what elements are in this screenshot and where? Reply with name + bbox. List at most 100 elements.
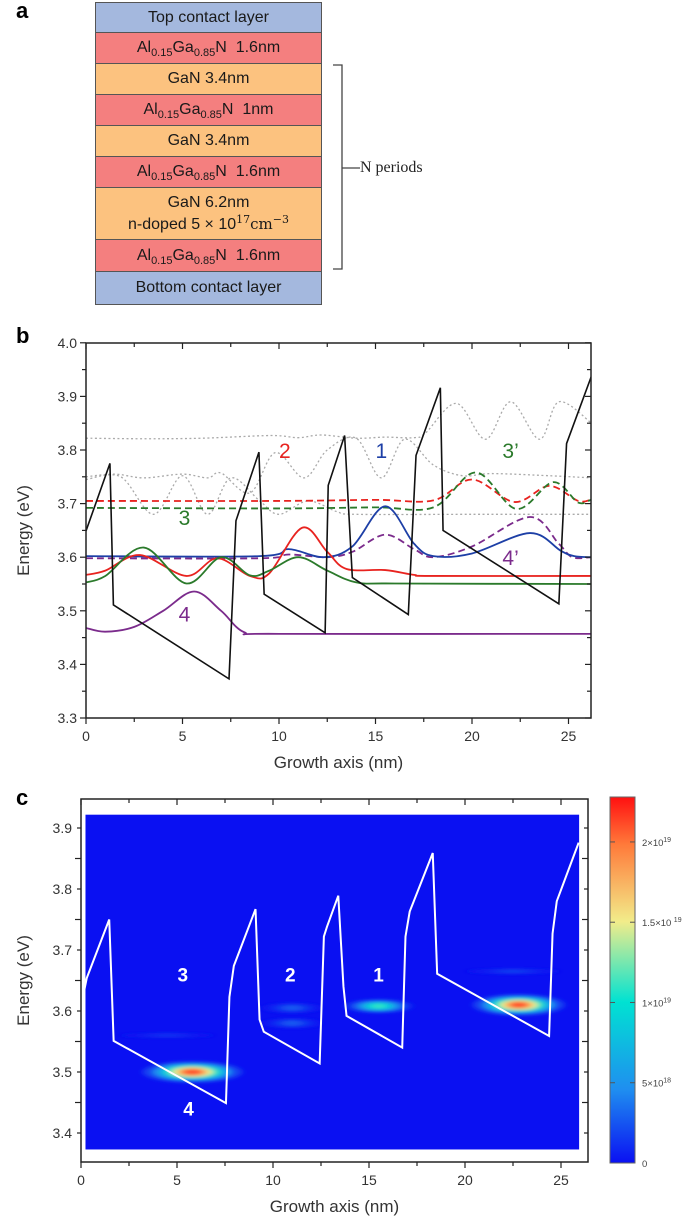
curve-label: 2 (279, 440, 291, 463)
x-tick-label: 20 (457, 1172, 473, 1188)
y-tick-label: 3.5 (53, 1064, 73, 1080)
colorbar-tick-exponent: 19 (674, 917, 682, 924)
layer-barrier: Al0.15Ga0.85N 1.6nm (96, 157, 321, 188)
layer-barrier: Al0.15Ga0.85N 1.6nm (96, 33, 321, 64)
layer-barrier: Al0.15Ga0.85N 1.6nm (96, 240, 321, 272)
layer-formula: Al (143, 101, 158, 118)
x-tick-label: 0 (82, 728, 90, 744)
series-line-3 (86, 478, 591, 503)
layer-formula: Al (136, 39, 152, 56)
state-label: 4 (183, 1100, 194, 1121)
layer-label: GaN 3.4nm (167, 132, 250, 149)
density-peak-1 (472, 994, 565, 1016)
layer-formula-subscript: 0.15 (157, 109, 180, 121)
y-tick-label: 3.4 (58, 656, 78, 672)
colorbar-tick-label: 0 (642, 1159, 647, 1170)
layer-formula-subscript: 0.15 (151, 254, 173, 267)
layer-stack-diagram: Top contact layer Al0.15Ga0.85N 1.6nm GaN … (95, 2, 322, 305)
y-tick-label: 3.3 (58, 710, 78, 726)
density-contour (286, 1006, 298, 1010)
colorbar-tick-label: 2×10 (642, 838, 663, 849)
heatmap-area (85, 814, 580, 1150)
layer-formula-subscript: 0.85 (193, 254, 216, 267)
chart-b-band-diagram: 2 1 3’ 3 4’ 4 0 5 10 15 20 25 3.3 3.4 3.5 3.6 3.7 3.8 3.9 4… (14, 335, 592, 772)
curve-label: 4’ (502, 547, 518, 570)
panel-label-b: b (16, 323, 30, 348)
x-tick-label: 15 (361, 1172, 377, 1188)
y-axis-title: Energy (eV) (14, 485, 33, 576)
curve-label: 1 (375, 440, 387, 463)
layer-thickness: 1nm (242, 101, 274, 118)
y-tick-label: 3.6 (58, 549, 78, 565)
layer-formula: Ga (172, 246, 194, 264)
state-label: 1 (373, 965, 384, 986)
series-line-5 (86, 516, 591, 560)
layer-well: GaN 3.4nm (96, 126, 321, 157)
state-label: 2 (285, 965, 296, 986)
y-tick-label: 3.9 (53, 820, 73, 836)
colorbar-tick-exponent: 19 (663, 837, 671, 844)
x-tick-label: 25 (553, 1172, 569, 1188)
density-contour (372, 1004, 385, 1009)
doping-unit-exponent: −3 (272, 212, 289, 226)
density-contour (510, 1002, 528, 1008)
layer-formula: N (215, 39, 227, 56)
layer-formula: N (215, 163, 227, 180)
panel-label-a: a (16, 0, 29, 23)
panel-label-c: c (16, 785, 29, 810)
layer-formula: Ga (179, 101, 201, 118)
colorbar-tick-label: 5×10 (642, 1079, 663, 1090)
x-tick-label: 20 (464, 728, 480, 744)
layer-formula: Ga (172, 163, 194, 180)
conduction-band-profile (81, 842, 580, 1105)
series-line-4 (86, 471, 591, 511)
curve-label: 3 (179, 507, 191, 530)
colorbar (609, 796, 636, 1164)
density-contour (286, 1021, 298, 1025)
density-peak-4 (261, 1017, 323, 1029)
density-peak-6 (119, 1032, 216, 1038)
x-tick-label: 5 (179, 728, 187, 744)
layer-label: Top contact layer (148, 8, 269, 26)
layer-formula-subscript: 0.15 (151, 47, 173, 59)
doping-unit: cm (250, 214, 273, 233)
chart-c-heatmap: 3 2 1 4 0 5 10 15 20 25 3.4 3.5 3.6 3.7 3.8 3.9 Growth a… (14, 796, 682, 1216)
layer-contact: Top contact layer (96, 3, 321, 33)
layer-formula: Al (136, 246, 152, 264)
series-line-8 (86, 546, 591, 585)
x-tick-label: 5 (173, 1172, 181, 1188)
colorbar-tick-exponent: 18 (663, 1078, 671, 1085)
density-contour (504, 970, 522, 973)
y-axis-title: Energy (eV) (14, 935, 33, 1026)
heatmap-background (85, 814, 580, 1150)
doping-label: n-doped 5 × 10 (128, 215, 237, 233)
density-peak-2 (344, 999, 414, 1014)
layer-barrier: Al0.15Ga0.85N 1nm (96, 95, 321, 126)
plot-frame (85, 342, 592, 719)
state-label: 3 (177, 965, 188, 986)
y-tick-label: 3.5 (58, 603, 78, 619)
layer-well: GaN 3.4nm (96, 64, 321, 95)
x-tick-label: 10 (271, 728, 287, 744)
series-line-7 (86, 526, 591, 580)
y-tick-label: 3.7 (58, 496, 78, 512)
doping-exponent: 17 (236, 212, 251, 226)
layer-label: GaN 3.4nm (167, 70, 250, 87)
y-tick-label: 3.8 (58, 442, 78, 458)
colorbar-tick-label: 1.5×10 (642, 918, 671, 929)
layer-formula: N (221, 101, 234, 118)
layer-formula-subscript: 0.85 (193, 171, 216, 183)
density-peak-5 (465, 968, 561, 975)
layer-thickness: 1.6nm (235, 39, 281, 56)
layer-formula: Ga (172, 39, 194, 56)
series-line-2 (86, 474, 591, 516)
layer-label: Bottom contact layer (135, 279, 282, 296)
x-axis-title: Growth axis (nm) (274, 753, 403, 772)
layer-formula-subscript: 0.85 (193, 47, 216, 59)
y-tick-label: 3.7 (53, 942, 73, 958)
n-periods-label: N periods (360, 159, 423, 176)
layer-doped: GaN 6.2nm n-doped 5 × 1017cm−3 (96, 188, 321, 240)
colorbar-tick-exponent: 19 (663, 997, 671, 1004)
